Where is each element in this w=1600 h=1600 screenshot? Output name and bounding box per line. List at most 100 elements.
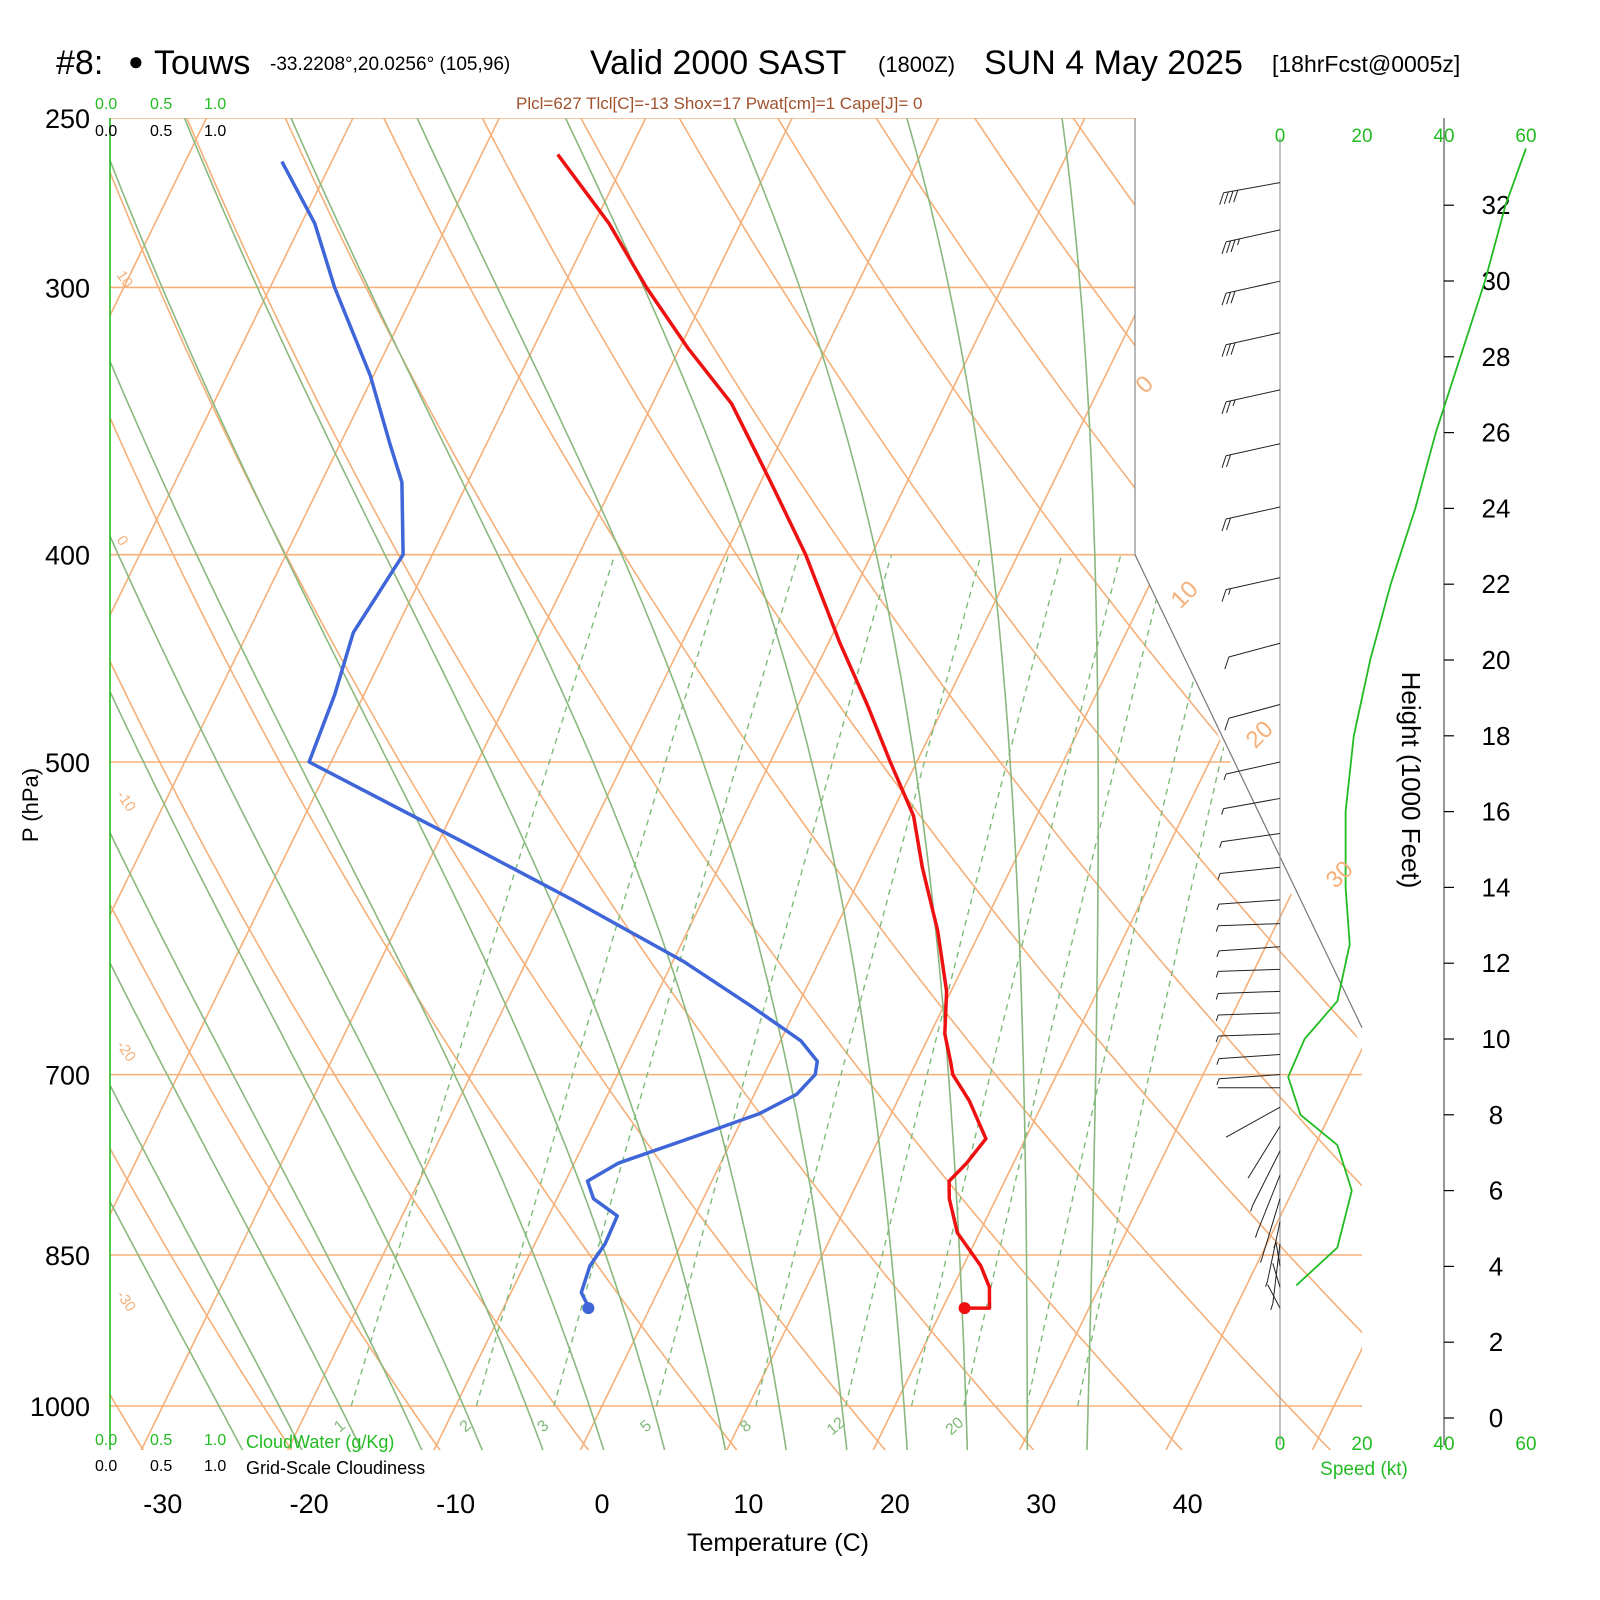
y-axis-title: P (hPa)	[18, 768, 43, 842]
cloudiness-bottom-tick-0: 0.0	[95, 1458, 118, 1475]
temperature-tick-label: 0	[594, 1489, 609, 1519]
moist-adiabat-line	[110, 118, 560, 1450]
wind-speed-tick-top: 40	[1433, 126, 1454, 147]
height-tick-label: 22	[1482, 569, 1511, 599]
height-tick-label: 2	[1489, 1327, 1503, 1357]
dry-adiabat-line	[1046, 118, 1362, 1450]
station-marker-icon: ●	[128, 46, 144, 76]
zulu-time: (1800Z)	[878, 52, 956, 77]
dry-adiabat-line	[1534, 80, 1600, 1495]
temperature-surface-dot	[958, 1302, 971, 1315]
cloudwater-top-tick-1: 0.5	[150, 96, 173, 113]
dry-adiabat-line	[462, 118, 1362, 1450]
dry-adiabat-line	[110, 118, 773, 1450]
isotherm-line	[850, 118, 1362, 1450]
wind-barb	[1255, 1174, 1281, 1238]
cloudiness-bottom-tick-2: 1.0	[204, 1458, 227, 1475]
station-coords: -33.2208°,20.0256° (105,96)	[270, 54, 511, 75]
moist-adiabat-line	[110, 332, 267, 1450]
mixing-ratio-line	[1077, 554, 1270, 1407]
mixing-ratio-line	[655, 554, 893, 1407]
isotherm-line	[1143, 118, 1362, 1450]
isotherm-label: 30	[1321, 856, 1359, 894]
wind-barb	[1216, 1074, 1281, 1085]
dry-adiabat-line	[559, 118, 1362, 1450]
moist-adiabat-line	[110, 118, 501, 1450]
pressure-tick-label: 500	[45, 748, 90, 778]
isotherm-line	[265, 118, 958, 1450]
moist-adiabat-line	[110, 271, 326, 1450]
isotherm-line	[1290, 118, 1362, 1450]
wind-barb	[1224, 642, 1281, 670]
isotherm-line	[1437, 80, 1600, 1494]
dry-adiabat-line	[1338, 118, 1362, 1450]
wind-barb	[1223, 761, 1281, 781]
wind-barb	[1221, 506, 1281, 532]
height-tick-label: 30	[1482, 266, 1511, 296]
wind-barb	[1215, 968, 1281, 978]
dry-adiabat-line	[657, 118, 1362, 1450]
dry-adiabat-label: -30	[113, 1288, 139, 1316]
isotherm-line	[411, 118, 1105, 1450]
dewpoint-surface-dot	[582, 1302, 595, 1315]
wind-speed-tick-bottom: 0	[1275, 1434, 1286, 1455]
mixing-ratio-label: 8	[737, 1417, 755, 1436]
wind-barb	[1217, 866, 1281, 880]
wind-speed-tick-top: 0	[1275, 126, 1286, 147]
height-tick-label: 28	[1482, 342, 1511, 372]
height-tick-label: 16	[1482, 797, 1511, 827]
height-tick-label: 6	[1489, 1176, 1503, 1206]
wind-speed-tick-top: 20	[1351, 126, 1372, 147]
wind-barb	[1221, 229, 1281, 255]
wind-barb	[1216, 1053, 1281, 1065]
temperature-tick-label: -20	[290, 1489, 329, 1519]
frame-diagonal	[1134, 554, 1363, 1028]
wind-barb	[1221, 280, 1281, 306]
height-tick-label: 24	[1482, 493, 1511, 523]
isotherm-line	[110, 118, 665, 1450]
height-tick-label: 8	[1489, 1100, 1503, 1130]
moist-adiabat-line	[110, 206, 384, 1450]
axis-labels: 1 2 3 5 8 12 200102030100-10-20-30100085070050…	[18, 104, 1359, 1557]
isotherm-label: 10	[1166, 576, 1204, 614]
background-lines	[110, 80, 1600, 1495]
height-tick-label: 20	[1482, 645, 1511, 675]
cloudwater-bottom-tick-1: 0.5	[150, 1432, 173, 1449]
dry-adiabat-line	[365, 118, 1362, 1450]
dry-adiabat-line	[110, 118, 623, 1450]
wind-speed-tick-bottom: 40	[1433, 1434, 1454, 1455]
wind-speed-tick-bottom: 20	[1351, 1434, 1372, 1455]
cloudiness-top-tick-0: 0.0	[95, 123, 118, 140]
isotherm-line	[704, 118, 1362, 1450]
wind-barb	[1215, 990, 1281, 1000]
wind-barb	[1216, 946, 1281, 958]
temperature-tick-label: -10	[436, 1489, 475, 1519]
wind-barb	[1219, 182, 1281, 205]
temperature-tick-label: 10	[733, 1489, 763, 1519]
wind-speed-tick-bottom: 60	[1515, 1434, 1536, 1455]
mixing-ratio-label: 5	[637, 1417, 655, 1436]
wind-speed-line	[1287, 148, 1527, 1286]
height-tick-label: 4	[1489, 1251, 1503, 1281]
wind-barb	[1221, 577, 1281, 602]
moist-adiabat-line	[168, 118, 736, 1450]
height-tick-label: 14	[1482, 872, 1511, 902]
station-name: Touws	[154, 44, 251, 82]
isotherm-label: 20	[1241, 716, 1279, 754]
dewpoint-line	[280, 160, 820, 1309]
cloudwater-top-tick-2: 1.0	[204, 96, 227, 113]
pressure-tick-label: 400	[45, 541, 90, 571]
height-axis-title: Height (1000 Feet)	[1396, 672, 1426, 889]
sounding-profiles	[280, 153, 992, 1315]
cloudwater-label: CloudWater (g/Kg)	[246, 1432, 395, 1452]
moist-adiabat-line	[110, 136, 443, 1450]
mixing-ratio-line	[755, 554, 982, 1407]
wind-barb	[1219, 833, 1281, 848]
dry-adiabat-line	[1437, 80, 1600, 1495]
moist-adiabat-line	[894, 118, 1029, 1450]
moist-adiabat-line	[398, 118, 853, 1450]
wind-barb	[1250, 1150, 1281, 1212]
valid-date: SUN 4 May 2025	[984, 44, 1243, 82]
mixing-ratio-line	[553, 554, 800, 1407]
height-tick-label: 12	[1482, 948, 1511, 978]
